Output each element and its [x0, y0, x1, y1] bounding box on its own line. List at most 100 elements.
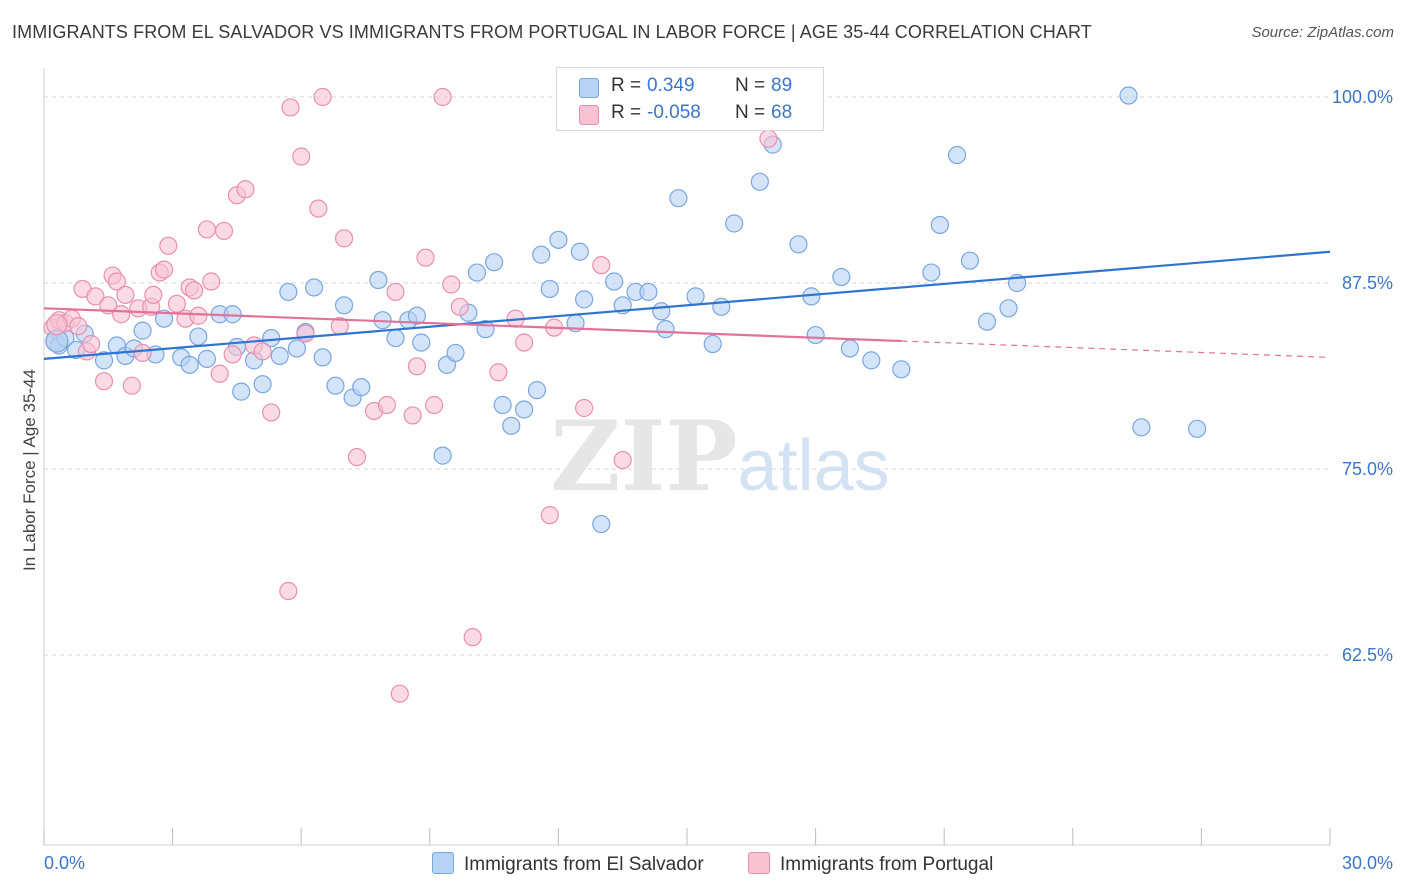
portugal-point — [403, 406, 422, 425]
portugal-point — [210, 364, 229, 383]
portugal-point — [296, 324, 315, 343]
portugal-point — [69, 317, 88, 336]
salvador-point — [840, 339, 859, 358]
salvador-point — [832, 267, 851, 287]
n-value: 68 — [771, 102, 793, 123]
salvador-point — [386, 328, 405, 348]
portugal-point — [262, 403, 281, 422]
watermark: ZIPatlas — [550, 400, 889, 513]
portugal-point — [377, 395, 397, 415]
salvador-point — [656, 320, 675, 339]
portugal-legend-label: Immigrants from Portugal — [780, 854, 994, 875]
salvador-point — [750, 172, 769, 191]
salvador-legend-label: Immigrants from El Salvador — [464, 854, 704, 875]
portugal-point — [540, 506, 559, 525]
portugal-point — [184, 281, 204, 300]
y-tick-label: 75.0% — [1342, 459, 1393, 479]
portugal-point — [416, 248, 435, 267]
bottom-legend-salvador: Immigrants from El Salvador — [432, 852, 704, 876]
portugal-point — [223, 345, 242, 364]
salvador-point — [369, 270, 388, 290]
salvador-point — [94, 351, 114, 370]
portugal-point — [575, 398, 594, 418]
n-label: N = — [735, 75, 766, 96]
portugal-point — [189, 306, 208, 325]
portugal-point — [202, 272, 221, 291]
portugal-point — [253, 342, 272, 361]
salvador-point — [652, 302, 671, 321]
portugal-point — [214, 221, 234, 241]
salvador-point — [549, 230, 568, 249]
salvador-point — [977, 312, 997, 331]
salvador-point — [334, 296, 354, 315]
x-tick-label: 0.0% — [44, 853, 85, 873]
bottom-legend-portugal: Immigrants from Portugal — [748, 852, 993, 876]
salvador-point — [270, 346, 289, 366]
salvador-point — [1119, 86, 1138, 105]
salvador-point — [930, 215, 950, 235]
salvador-point — [575, 290, 594, 309]
portugal-point — [154, 260, 174, 279]
salvador-point — [326, 376, 345, 395]
salvador-point — [592, 514, 611, 534]
portugal-point — [236, 180, 255, 199]
r-label: R = — [611, 102, 642, 123]
r-label: R = — [611, 75, 642, 96]
portugal-point — [424, 395, 444, 415]
portugal-point — [390, 684, 409, 703]
portugal-point — [463, 628, 482, 647]
salvador-point — [527, 381, 547, 400]
r-value: -0.058 — [647, 102, 701, 123]
salvador-point — [806, 325, 825, 345]
portugal-point — [347, 447, 367, 467]
salvador-point — [605, 272, 624, 291]
portugal-point — [313, 87, 332, 107]
portugal-point — [86, 287, 105, 306]
portugal-point — [334, 229, 354, 248]
portugal-point — [613, 450, 632, 470]
portugal-point — [386, 282, 405, 302]
portugal-point — [292, 147, 311, 166]
salvador-point — [493, 395, 512, 415]
salvador-point — [686, 287, 705, 306]
salvador-trend-line — [43, 250, 1331, 360]
salvador-point — [433, 446, 452, 465]
salvador-point — [960, 251, 980, 270]
y-axis-label: In Labor Force | Age 35-44 — [20, 369, 39, 571]
salvador-point — [892, 360, 911, 379]
salvador-point — [485, 253, 504, 272]
portugal-point — [592, 256, 611, 275]
portugal-point — [133, 343, 152, 363]
salvador-point — [1188, 419, 1207, 438]
salvador-point — [1132, 418, 1151, 437]
salvador-point — [304, 278, 324, 297]
portugal-point — [407, 357, 427, 376]
portugal-point — [112, 305, 131, 324]
x-tick-label: 30.0% — [1342, 853, 1393, 873]
salvador-point — [947, 145, 967, 165]
correlation-legend: R = 0.349 N = 89 R = -0.058 N = 68 — [556, 67, 824, 131]
portugal-point — [197, 220, 216, 239]
portugal-point — [116, 285, 135, 305]
salvador-point — [639, 282, 658, 302]
salvador-point — [515, 400, 534, 419]
portugal-legend-swatch — [748, 852, 770, 874]
salvador-point — [540, 279, 559, 299]
salvador-point — [133, 321, 152, 340]
n-label: N = — [735, 102, 766, 123]
portugal-point — [489, 363, 508, 382]
salvador-point — [862, 351, 881, 370]
salvador-point — [279, 282, 298, 302]
salvador-point — [725, 214, 744, 233]
source-label: Source: ZipAtlas.com — [1251, 24, 1394, 41]
salvador-point — [154, 309, 174, 328]
portugal-point — [433, 87, 452, 107]
portugal-trend-extension — [901, 340, 1331, 358]
salvador-point — [467, 263, 487, 282]
portugal-point — [281, 98, 300, 117]
salvador-point — [703, 334, 722, 354]
portugal-swatch — [579, 105, 599, 125]
salvador-point — [407, 306, 427, 325]
portugal-point — [167, 294, 186, 313]
n-value: 89 — [771, 75, 793, 96]
